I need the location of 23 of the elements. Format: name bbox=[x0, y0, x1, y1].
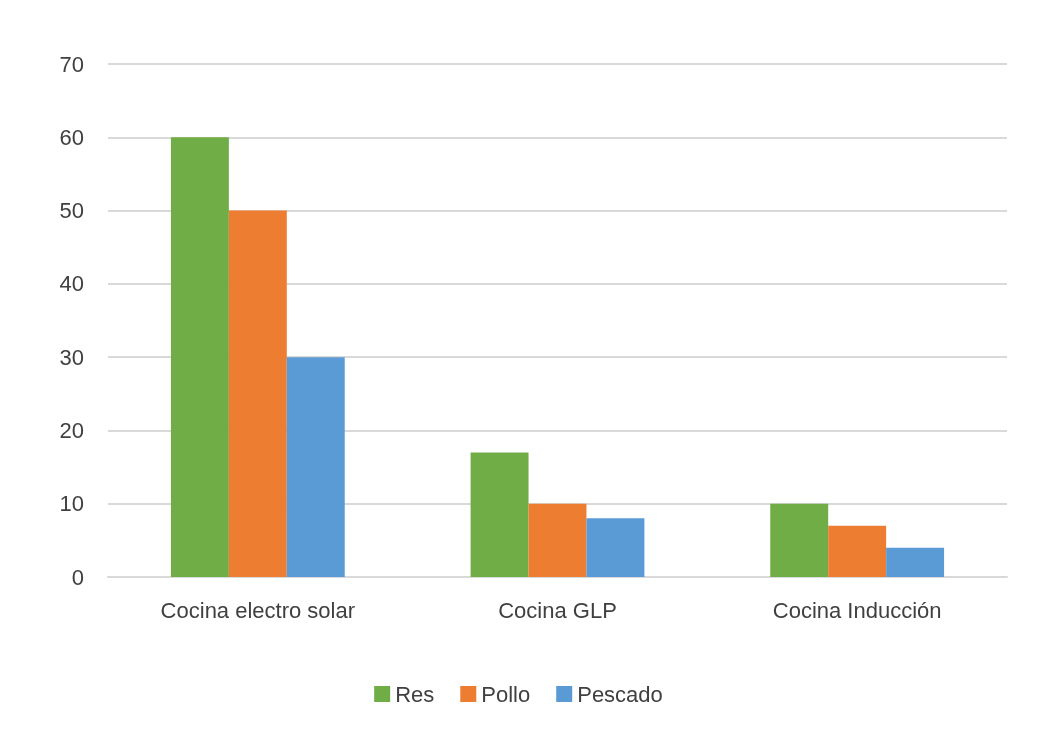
bar bbox=[528, 503, 587, 577]
bar bbox=[886, 547, 945, 577]
x-tick-label: Cocina GLP bbox=[498, 597, 617, 623]
y-tick-label: 60 bbox=[59, 124, 84, 150]
legend-label: Pollo bbox=[481, 681, 531, 707]
bar bbox=[286, 357, 345, 577]
bar bbox=[470, 452, 529, 577]
bar bbox=[170, 137, 229, 577]
bar bbox=[228, 210, 287, 577]
y-tick-label: 30 bbox=[59, 344, 84, 370]
legend-label: Pescado bbox=[577, 681, 663, 707]
y-tick-label: 20 bbox=[59, 417, 84, 443]
x-tick-label: Cocina electro solar bbox=[160, 597, 356, 623]
legend-label: Res bbox=[395, 681, 435, 707]
y-tick-label: 40 bbox=[59, 271, 84, 297]
bar bbox=[770, 503, 829, 577]
bar bbox=[586, 518, 645, 577]
y-tick-label: 50 bbox=[59, 198, 84, 224]
bar bbox=[828, 525, 887, 577]
y-tick-label: 10 bbox=[59, 491, 84, 517]
y-tick-label: 70 bbox=[59, 51, 84, 77]
y-tick-label: 0 bbox=[71, 564, 84, 590]
x-tick-label: Cocina Inducción bbox=[772, 597, 942, 623]
